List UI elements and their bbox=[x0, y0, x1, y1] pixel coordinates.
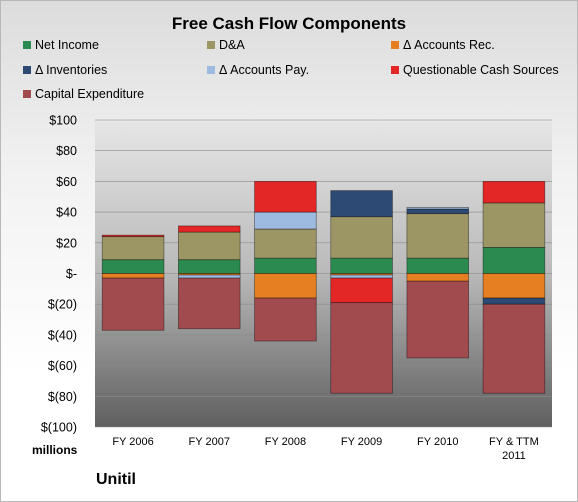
legend-swatch-questionable-cash bbox=[391, 66, 399, 74]
legend-swatch-accounts-pay bbox=[207, 66, 215, 74]
bar-stacks bbox=[101, 180, 546, 394]
bar-segment bbox=[330, 274, 393, 279]
x-tick-label: FY 2009 bbox=[341, 436, 382, 448]
bar-segment bbox=[406, 207, 469, 210]
legend-label-accounts-pay: Δ Accounts Pay. bbox=[219, 63, 310, 77]
bar-segment bbox=[482, 202, 546, 248]
bar-segment bbox=[101, 273, 165, 279]
legend-swatch-accounts-rec bbox=[391, 41, 399, 49]
bar-segment bbox=[178, 225, 241, 233]
legend-item-questionable-cash: Questionable Cash Sources bbox=[391, 63, 559, 77]
y-tick-label: $40 bbox=[56, 206, 77, 220]
y-tick-label: $60 bbox=[56, 175, 77, 189]
y-tick-label: $20 bbox=[56, 236, 77, 250]
bar-segment bbox=[482, 303, 546, 394]
x-tick-label: FY & TTM bbox=[489, 436, 539, 448]
bar-segment bbox=[178, 231, 241, 261]
bar-segment bbox=[406, 208, 469, 215]
y-tick-label: $(100) bbox=[41, 421, 77, 435]
y-axis-ticks: $100 $80 $60 $40 $20 $- $(20) $(40) $(60) $(80) $(… bbox=[41, 114, 77, 435]
x-tick-label: FY 2006 bbox=[112, 436, 153, 448]
bar-segment bbox=[406, 257, 469, 274]
bar-segment bbox=[406, 213, 469, 259]
bar-segment bbox=[101, 259, 165, 274]
bar-segment bbox=[406, 280, 469, 359]
legend-item-accounts-rec: Δ Accounts Rec. bbox=[391, 38, 495, 52]
legend-item-accounts-pay: Δ Accounts Pay. bbox=[207, 63, 309, 77]
bar-segment bbox=[178, 274, 241, 279]
bar-segment bbox=[330, 302, 393, 394]
legend-item-capex: Capital Expenditure bbox=[23, 87, 144, 101]
bar-segment bbox=[254, 257, 317, 274]
bar-segment bbox=[330, 190, 393, 218]
legend-label-net-income: Net Income bbox=[35, 38, 99, 52]
bar-segment bbox=[482, 297, 546, 305]
legend-item-d-and-a: D&A bbox=[207, 38, 245, 52]
y-tick-label: $(20) bbox=[48, 298, 77, 312]
bar-segment bbox=[254, 180, 317, 213]
legend-swatch-d-and-a bbox=[207, 41, 215, 49]
legend-label-questionable-cash: Questionable Cash Sources bbox=[403, 63, 559, 77]
legend-label-d-and-a: D&A bbox=[219, 38, 245, 52]
x-tick-label: FY 2010 bbox=[417, 436, 458, 448]
bar-segment bbox=[101, 236, 165, 261]
bar-segment bbox=[482, 180, 546, 204]
y-tick-label: $80 bbox=[56, 144, 77, 158]
bar-segment bbox=[482, 273, 546, 299]
y-tick-label: $(60) bbox=[48, 359, 77, 373]
y-tick-label: $100 bbox=[49, 114, 77, 128]
bar-segment bbox=[178, 259, 241, 274]
legend-swatch-net-income bbox=[23, 41, 31, 49]
legend-label-accounts-rec: Δ Accounts Rec. bbox=[403, 38, 495, 52]
chart-title: Free Cash Flow Components bbox=[171, 14, 407, 33]
bar-segment bbox=[254, 228, 317, 259]
bar-segment bbox=[101, 277, 165, 331]
bar-segment bbox=[330, 257, 393, 274]
x-axis-ticks: FY 2006 FY 2007 FY 2008 FY 2009 FY 2010 FY & … bbox=[112, 436, 538, 462]
bar-segment bbox=[330, 277, 393, 304]
bar-segment bbox=[254, 211, 317, 230]
y-tick-label: $- bbox=[66, 267, 77, 281]
bar-segment bbox=[406, 273, 469, 282]
legend-item-inventories: Δ Inventories bbox=[23, 63, 107, 77]
legend-swatch-inventories bbox=[23, 66, 31, 74]
bar-segment bbox=[254, 297, 317, 342]
company-label: Unitil bbox=[96, 471, 136, 488]
legend-item-net-income: Net Income bbox=[23, 38, 99, 52]
units-label: millions bbox=[32, 443, 78, 457]
x-tick-label: FY 2008 bbox=[265, 436, 306, 448]
bar-segment bbox=[101, 234, 165, 238]
legend-swatch-capex bbox=[23, 90, 31, 98]
legend-label-capex: Capital Expenditure bbox=[35, 87, 145, 101]
y-tick-label: $(40) bbox=[48, 328, 77, 342]
x-tick-label: FY 2007 bbox=[189, 436, 230, 448]
grid-lines bbox=[95, 119, 552, 428]
bar-segment bbox=[330, 216, 393, 259]
bar-segment bbox=[178, 277, 241, 330]
legend-label-inventories: Δ Inventories bbox=[35, 63, 108, 77]
bar-segment bbox=[482, 247, 546, 274]
x-tick-label: 2011 bbox=[502, 450, 526, 462]
y-tick-label: $(80) bbox=[48, 390, 77, 404]
bar-segment bbox=[254, 273, 317, 299]
